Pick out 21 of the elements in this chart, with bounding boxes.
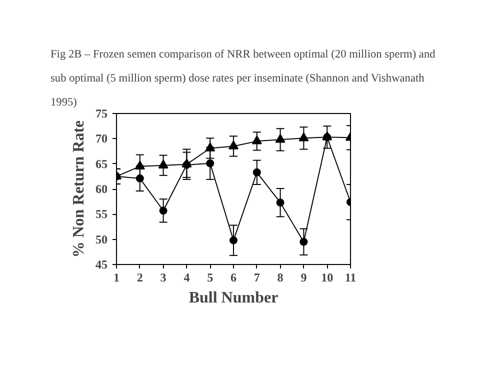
x-tick-label: 1	[114, 270, 120, 284]
y-tick-label: 65	[96, 156, 108, 171]
x-tick-label: 9	[300, 270, 307, 284]
x-tick-label: 5	[207, 270, 214, 284]
y-tick-label: 45	[96, 258, 108, 272]
x-tick-label: 4	[184, 270, 190, 284]
x-tick-label: 10	[321, 270, 334, 284]
chart-title: Fig 2B – Frozen semen comparison of NRR between optimal (20 million sperm) and sub optimal (5 million sperm) dose rates per inseminate (Shannon and Vishwanath 1995)	[50, 48, 436, 108]
x-tick-label: 8	[277, 270, 284, 284]
x-tick-label: 7	[254, 270, 260, 284]
x-tick-label: 2	[136, 270, 143, 284]
x-tick-label: 3	[160, 270, 166, 284]
y-axis-title: % Non Return Rate	[70, 120, 88, 258]
x-tick-label: 6	[230, 270, 236, 284]
y-tick-label: 55	[96, 207, 108, 222]
x-axis-title: Bull Number	[188, 290, 278, 306]
x-tick-label: 11	[344, 270, 356, 284]
y-tick-label: 75	[96, 106, 108, 120]
y-tick-label: 60	[96, 182, 108, 196]
y-tick-label: 50	[96, 232, 108, 246]
y-tick-label: 70	[96, 132, 108, 146]
